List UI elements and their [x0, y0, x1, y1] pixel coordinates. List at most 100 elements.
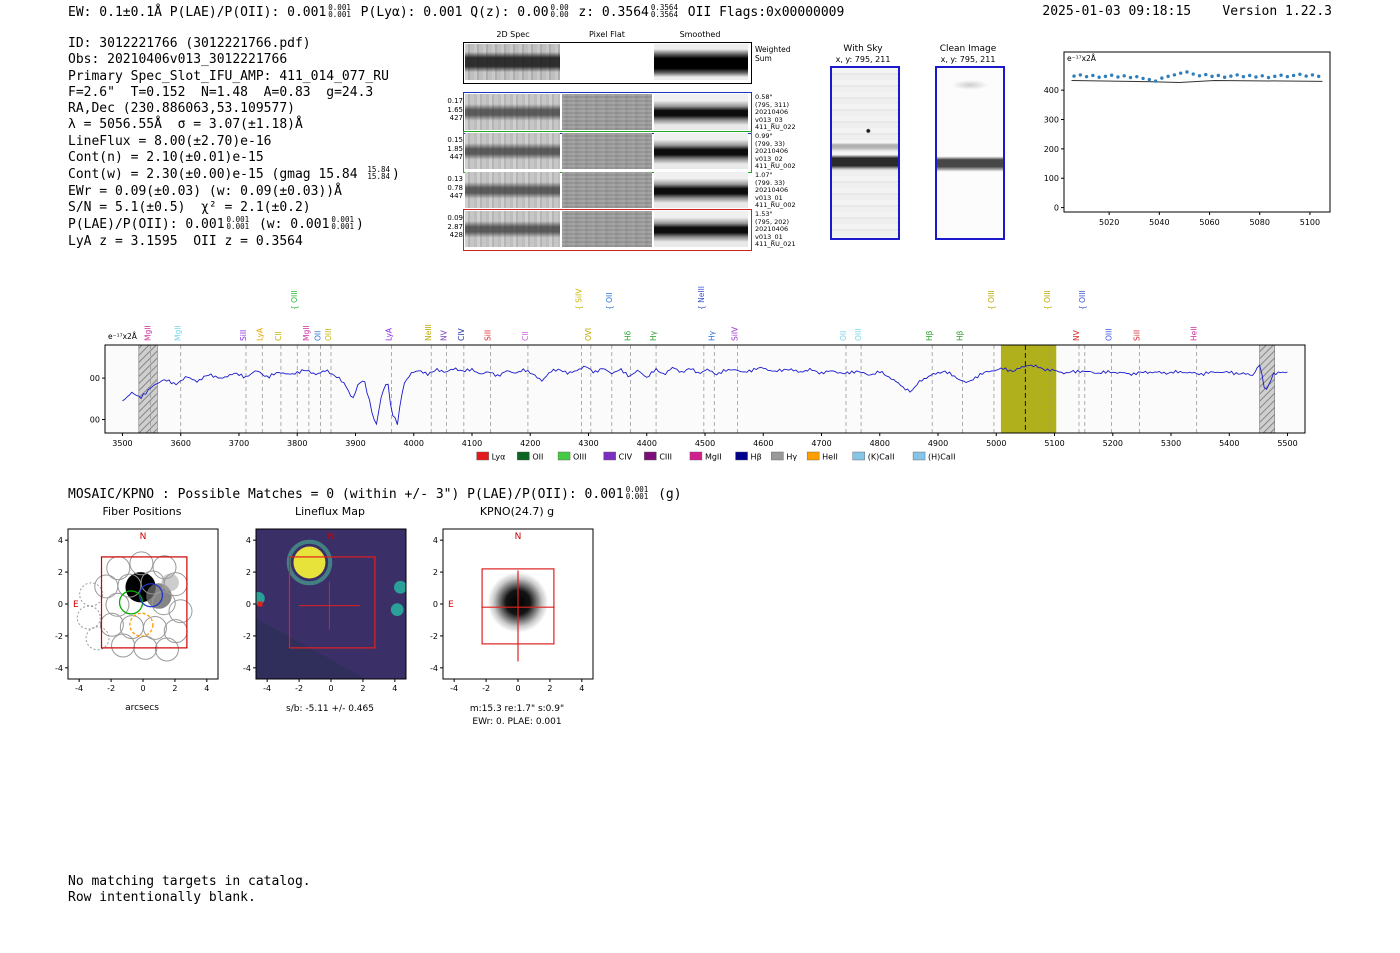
svg-text:CII: CII	[274, 331, 283, 341]
kpno-caption-2: EWr: 0. PLAE: 0.001	[472, 717, 562, 727]
co-smooth-image	[654, 94, 748, 130]
cutout-row-annotation: 1.07" (799. 33) 20210406 v013_01 411_RU_002	[755, 171, 796, 210]
kpno-g-plot: -4 -4 -2 -2 0 0 2 2 4 4 N E	[415, 521, 619, 703]
svg-text:OII: OII	[839, 331, 848, 341]
svg-text:CIII: CIII	[659, 453, 672, 462]
mosaic-kpno-line: MOSAIC/KPNO : Possible Matches = 0 (with…	[68, 485, 682, 502]
line-cutout-chart: 5020 5040 5060 5080 5100 0 100 200 300 400 e⁻¹⁷x2Å	[1030, 40, 1340, 235]
info-line: P(LAE)/P(OII): 0.001 0.001 0.001 (w: 0.001…	[68, 215, 364, 233]
svg-text:0: 0	[140, 684, 145, 693]
svg-text:2: 2	[172, 684, 177, 693]
svg-text:N: N	[140, 532, 147, 542]
svg-text:2: 2	[547, 684, 552, 693]
co-smooth-image	[654, 133, 748, 169]
svg-text:100: 100	[1044, 174, 1059, 183]
svg-text:5100: 5100	[1044, 439, 1064, 448]
fiber-positions-plot: -4 -4 -2 -2 0 0 2 2 4 4 N E	[40, 521, 244, 703]
svg-text:MgII: MgII	[174, 325, 183, 341]
svg-text:OVI: OVI	[584, 328, 593, 341]
svg-text:Hβ: Hβ	[925, 330, 934, 341]
svg-text:3900: 3900	[345, 439, 365, 448]
svg-text:MgII: MgII	[143, 325, 152, 341]
info-line: RA,Dec (230.886063,53.109577)	[68, 101, 295, 117]
svg-text:N: N	[328, 532, 335, 542]
stacked-fraction: 0.001 0.001	[328, 3, 351, 19]
cutout-row-stats: 0.09 2.87 428	[447, 214, 463, 239]
version-label: Version 1.22.3	[1222, 4, 1332, 19]
svg-text:4: 4	[58, 536, 63, 545]
svg-text:(H)CaII: (H)CaII	[928, 453, 955, 462]
svg-text:4000: 4000	[404, 439, 424, 448]
info-line: Obs: 20210406v013_3012221766	[68, 52, 288, 68]
svg-text:SiII: SiII	[239, 330, 248, 341]
svg-text:-4: -4	[55, 664, 63, 673]
svg-text:4: 4	[579, 684, 584, 693]
co-flat-image	[562, 172, 652, 208]
svg-text:{ SiIV: { SiIV	[575, 288, 584, 310]
svg-text:5200: 5200	[1103, 439, 1123, 448]
co-flat-image	[562, 133, 652, 169]
clean-image-coords: x, y: 795, 211	[940, 55, 996, 64]
svg-text:4600: 4600	[753, 439, 773, 448]
svg-text:-2: -2	[107, 684, 115, 693]
svg-text:-2: -2	[430, 632, 438, 641]
svg-text:300: 300	[1044, 116, 1059, 125]
svg-text:e⁻¹⁷x2Å: e⁻¹⁷x2Å	[1067, 54, 1097, 63]
co-spec-image	[465, 94, 560, 130]
svg-text:{ OII: { OII	[605, 293, 614, 310]
svg-text:Hδ: Hδ	[623, 330, 632, 341]
svg-text:OIII: OIII	[1105, 328, 1114, 341]
info-line: LyA z = 3.1595 OII z = 0.3564	[68, 233, 303, 249]
svg-text:CII: CII	[521, 331, 530, 341]
svg-text:400: 400	[1044, 86, 1059, 95]
timestamp: 2025-01-03 09:18:15	[1042, 4, 1192, 19]
cutout-row-annotation: 1.53" (795, 202) 20210406 v013_01 411_RU_021	[755, 210, 796, 249]
cutout-row-stats: 0.15 1.85 447	[447, 136, 463, 161]
stacked-fraction: 0.3564 0.3564	[650, 3, 678, 19]
svg-text:4700: 4700	[811, 439, 831, 448]
svg-text:OII: OII	[314, 331, 323, 341]
svg-text:E: E	[448, 600, 454, 610]
svg-text:N: N	[515, 532, 522, 542]
svg-text:LyA: LyA	[255, 327, 264, 341]
cutout-row-annotation: 0.58" (795, 311) 20210406 v013_03 411_RU_022	[755, 93, 796, 132]
svg-text:{ OIII: { OIII	[1043, 290, 1052, 310]
lineflux-map-panel: Lineflux Map -4 -4 -2 -2 0 0 2 2 4 4 N s/b: -5.11 …	[228, 505, 432, 716]
svg-text:3500: 3500	[112, 439, 132, 448]
co-spec-image	[465, 172, 560, 208]
info-line: EWr = 0.09(±0.03) (w: 0.09(±0.03))Å	[68, 183, 342, 199]
svg-text:LyA: LyA	[385, 327, 394, 341]
info-line: ID: 3012221766 (3012221766.pdf)	[68, 36, 311, 51]
spec-cutouts-panel: 2D Spec Pixel Flat Smoothed Weighted Sum…	[443, 28, 813, 258]
svg-text:4400: 4400	[637, 439, 657, 448]
svg-text:3600: 3600	[171, 439, 191, 448]
svg-text:5300: 5300	[1161, 439, 1181, 448]
svg-text:-4: -4	[430, 664, 438, 673]
info-line: λ = 5056.55Å σ = 3.07(±1.18)Å	[68, 117, 303, 133]
svg-text:5020: 5020	[1099, 218, 1119, 227]
info-line: Cont(n) = 2.10(±0.01)e-15	[68, 150, 264, 166]
svg-text:Hγ: Hγ	[786, 453, 797, 462]
svg-text:-2: -2	[243, 632, 251, 641]
svg-text:4200: 4200	[520, 439, 540, 448]
footer-line: Row intentionally blank.	[68, 889, 256, 905]
svg-text:0: 0	[58, 600, 63, 609]
full-spectrum-chart: 3500 3600 3700 3800 3900 4000 4100 4200 4300 4400…	[85, 262, 1330, 477]
svg-text:5040: 5040	[1149, 218, 1169, 227]
svg-text:Hγ: Hγ	[649, 330, 658, 341]
svg-text:200: 200	[90, 416, 100, 425]
col-header-2dspec: 2D Spec	[496, 30, 530, 39]
svg-text:HeII: HeII	[822, 453, 838, 462]
cutout-row-stats: 0.13 0.78 447	[447, 175, 463, 200]
svg-text:OII: OII	[532, 453, 543, 462]
co-smooth-image	[654, 172, 748, 208]
svg-text:4: 4	[392, 684, 397, 693]
svg-text:5400: 5400	[1219, 439, 1239, 448]
kpno-g-title: KPNO(24.7) g	[479, 505, 555, 518]
svg-text:4800: 4800	[870, 439, 890, 448]
svg-text:-2: -2	[295, 684, 303, 693]
svg-text:4100: 4100	[462, 439, 482, 448]
stacked-fraction: 0.001 0.001	[331, 215, 354, 232]
svg-text:Hβ: Hβ	[955, 330, 964, 341]
col-header-pixelflat: Pixel Flat	[589, 30, 625, 39]
